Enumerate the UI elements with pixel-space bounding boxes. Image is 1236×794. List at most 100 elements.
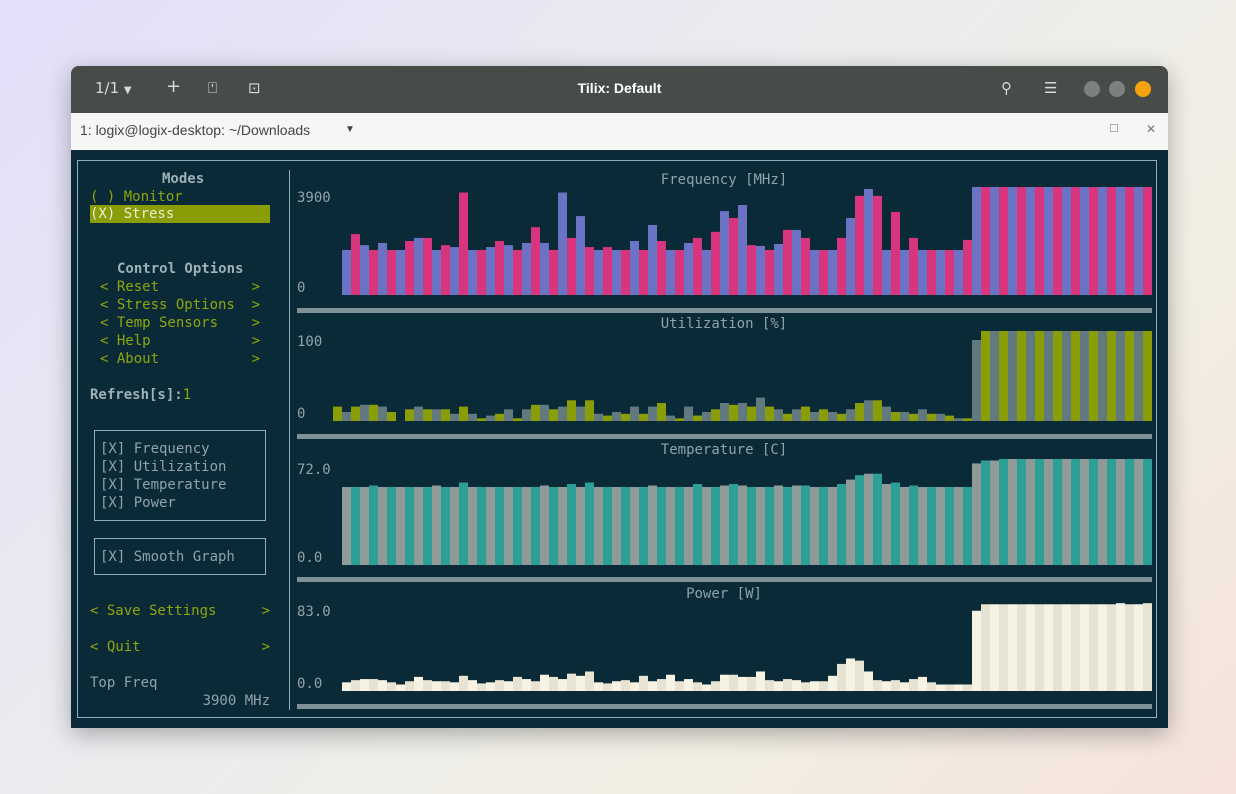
control-option-help[interactable]: < Help > xyxy=(100,332,260,350)
power-ytick-max: 83.0 xyxy=(297,604,331,620)
temperature-ytick-min: 0.0 xyxy=(297,550,322,566)
frequency-bar xyxy=(720,211,729,295)
utilization-bar xyxy=(612,412,621,421)
utilization-bar xyxy=(819,409,828,421)
quit-button[interactable]: < Quit > xyxy=(90,638,270,656)
power-bar xyxy=(648,681,657,691)
quit-label: < Quit xyxy=(90,639,141,655)
power-bar xyxy=(468,680,477,691)
graph-toggle-box xyxy=(94,430,266,521)
utilization-bar xyxy=(342,412,351,421)
hamburger-menu-icon[interactable]: ☰ xyxy=(1044,79,1058,97)
power-bar xyxy=(630,682,639,691)
terminal-title[interactable]: 1: logix@logix-desktop: ~/Downloads xyxy=(80,122,311,138)
power-bar xyxy=(828,675,837,691)
utilization-bar xyxy=(1026,331,1035,421)
frequency-bar xyxy=(414,237,423,295)
utilization-bar xyxy=(576,406,585,421)
temperature-bar xyxy=(621,486,630,565)
search-icon[interactable]: ⚲ xyxy=(1001,79,1012,97)
refresh-value[interactable]: 1 xyxy=(182,387,192,403)
temperature-bar xyxy=(963,486,972,565)
frequency-bar xyxy=(918,250,927,295)
power-bar xyxy=(999,604,1008,691)
frequency-bar xyxy=(864,188,873,295)
toggle-frequency[interactable]: [X] Frequency xyxy=(100,441,210,457)
power-bar xyxy=(486,682,495,691)
frequency-bar xyxy=(405,241,414,295)
utilization-bar xyxy=(504,409,513,421)
minimize-icon[interactable] xyxy=(1084,81,1100,97)
temperature-bar xyxy=(990,460,999,565)
frequency-bar xyxy=(1017,187,1026,295)
utilization-bar xyxy=(549,409,558,421)
utilization-bar xyxy=(351,406,360,421)
control-option-stress-options[interactable]: < Stress Options > xyxy=(100,296,260,314)
utilization-bar xyxy=(405,409,414,421)
frequency-bar xyxy=(936,250,945,295)
utilization-bar xyxy=(603,415,612,421)
window-title: Tilix: Default xyxy=(577,80,662,96)
utilization-bar xyxy=(1116,331,1125,421)
frequency-bar xyxy=(387,250,396,295)
toggle-power[interactable]: [X] Power xyxy=(100,495,176,511)
temperature-bar xyxy=(540,485,549,565)
close-terminal-icon[interactable]: ✕ xyxy=(1146,122,1157,136)
plus-icon[interactable]: + xyxy=(166,76,182,97)
power-bar xyxy=(1062,604,1071,691)
temperature-bar xyxy=(711,486,720,565)
s-tui-terminal: Modes ( ) Monitor (X) Stress Control Opt… xyxy=(71,150,1168,728)
power-bar xyxy=(594,682,603,691)
refresh-field[interactable]: Refresh[s]:1 xyxy=(90,386,191,404)
control-option-reset[interactable]: < Reset > xyxy=(100,278,260,296)
toggle-temperature[interactable]: [X] Temperature xyxy=(100,477,227,493)
temperature-bar xyxy=(405,486,414,565)
mode-stress[interactable]: (X) Stress xyxy=(90,205,270,223)
save-settings-button[interactable]: < Save Settings > xyxy=(90,602,270,620)
frequency-bar xyxy=(927,250,936,295)
power-bar xyxy=(1089,604,1098,691)
mode-monitor[interactable]: ( ) Monitor xyxy=(90,189,183,205)
maximize-terminal-icon[interactable]: ☐ xyxy=(1109,123,1119,135)
temperature-bar xyxy=(1062,459,1071,565)
power-bar xyxy=(891,680,900,691)
utilization-bar xyxy=(756,397,765,421)
temperature-bar xyxy=(1125,459,1134,565)
frequency-bar xyxy=(567,237,576,295)
frequency-bar xyxy=(1143,187,1152,295)
frequency-bar xyxy=(504,245,513,295)
power-bar xyxy=(1017,604,1026,691)
temperature-bar xyxy=(702,486,711,565)
power-bar xyxy=(864,671,873,691)
utilization-bar xyxy=(423,409,432,421)
new-session-icon[interactable]: ⊡ xyxy=(248,79,261,97)
add-terminal-icon[interactable]: ⍞ xyxy=(208,79,218,97)
maximize-icon[interactable] xyxy=(1109,81,1125,97)
power-bar xyxy=(882,681,891,691)
frequency-bar xyxy=(558,192,567,295)
temperature-bar xyxy=(900,486,909,565)
power-bar xyxy=(405,681,414,691)
temperature-bar xyxy=(1035,459,1044,565)
power-bar xyxy=(801,682,810,691)
frequency-bar xyxy=(342,250,351,295)
chevron-down-icon[interactable]: ▼ xyxy=(345,124,355,135)
toggle-utilization[interactable]: [X] Utilization xyxy=(100,459,227,475)
frequency-bar xyxy=(855,195,864,295)
power-bar xyxy=(396,684,405,691)
arrow: > xyxy=(251,315,260,331)
utilization-bar xyxy=(441,409,450,421)
power-bar xyxy=(684,679,693,691)
power-bar xyxy=(819,681,828,691)
control-option-about[interactable]: < About > xyxy=(100,350,260,368)
temperature-bar xyxy=(828,486,837,565)
temperature-bar xyxy=(1134,459,1143,565)
session-switcher[interactable]: 1/1 ▼ xyxy=(95,79,132,97)
power-bar xyxy=(504,681,513,691)
close-icon[interactable] xyxy=(1135,81,1151,97)
control-option-temp-sensors[interactable]: < Temp Sensors > xyxy=(100,314,260,332)
toggle-smooth-graph[interactable]: [X] Smooth Graph xyxy=(100,549,235,565)
utilization-bar xyxy=(927,413,936,421)
temperature-bar xyxy=(783,486,792,565)
temperature-bar xyxy=(567,484,576,565)
